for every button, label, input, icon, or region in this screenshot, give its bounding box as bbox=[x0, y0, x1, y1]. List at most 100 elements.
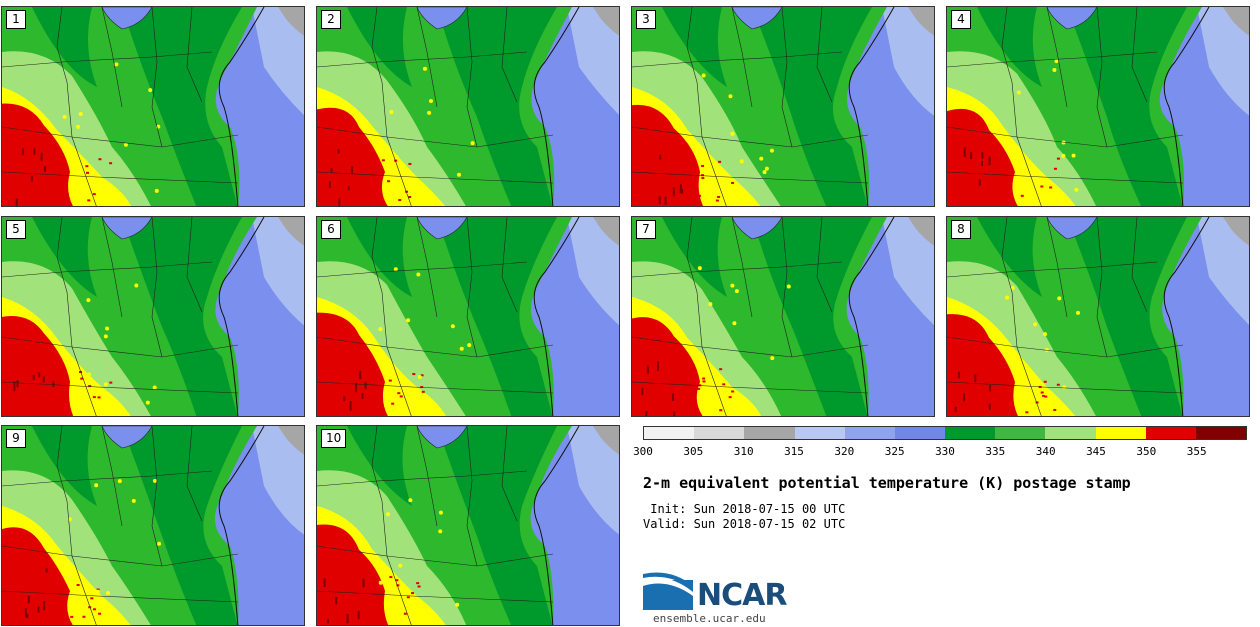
hot-speck bbox=[715, 199, 719, 202]
warm-speck bbox=[154, 188, 159, 193]
ncar-logo-text: NCAR bbox=[697, 578, 787, 613]
map-5 bbox=[2, 217, 304, 416]
hot-speck bbox=[82, 615, 86, 618]
hot-speck bbox=[387, 180, 391, 183]
extreme-cell bbox=[981, 152, 984, 159]
state-boundary bbox=[2, 51, 213, 68]
cool-region bbox=[252, 426, 304, 535]
very-hot-region bbox=[632, 317, 703, 416]
state-boundary bbox=[317, 381, 554, 394]
coastline bbox=[533, 217, 580, 416]
dark-land-west bbox=[347, 426, 412, 506]
state-boundary bbox=[731, 217, 753, 318]
warm-speck bbox=[732, 321, 737, 326]
warm-speck bbox=[152, 385, 157, 390]
coastline bbox=[218, 217, 265, 416]
warm-speck bbox=[770, 356, 775, 361]
warm-speck bbox=[427, 110, 432, 115]
very-hot-region bbox=[317, 107, 388, 206]
state-boundary bbox=[731, 7, 753, 108]
stamp-label-3: 3 bbox=[636, 10, 656, 29]
hot-speck bbox=[997, 190, 1001, 193]
tick-label-335: 335 bbox=[985, 445, 1006, 458]
hot-speck bbox=[731, 181, 735, 184]
hot-speck bbox=[98, 612, 102, 615]
stamp-label-4: 4 bbox=[951, 10, 971, 29]
cold-region bbox=[593, 426, 619, 455]
hot-speck bbox=[109, 162, 113, 165]
warm-speck bbox=[1076, 310, 1081, 315]
warm-speck bbox=[762, 170, 767, 175]
hot-speck bbox=[398, 199, 402, 202]
hot-speck bbox=[379, 394, 383, 397]
tick-label-330: 330 bbox=[935, 445, 955, 458]
stamp-label-10: 10 bbox=[321, 429, 347, 448]
hot-speck bbox=[1040, 185, 1044, 188]
hot-speck bbox=[1053, 167, 1057, 170]
hot-speck bbox=[62, 196, 66, 199]
hot-speck bbox=[399, 395, 403, 398]
warm-speck bbox=[408, 498, 413, 503]
stamp-panel-3: 3 bbox=[631, 6, 935, 207]
hot-speck bbox=[406, 596, 410, 599]
hot-speck bbox=[731, 390, 735, 393]
extreme-cell bbox=[33, 148, 36, 155]
extreme-cell bbox=[347, 186, 350, 191]
extreme-cell bbox=[337, 149, 340, 154]
hot-speck bbox=[88, 385, 92, 388]
dark-land-west bbox=[347, 7, 412, 87]
state-boundary bbox=[816, 7, 833, 103]
state-boundary bbox=[2, 126, 239, 148]
warm-speck bbox=[76, 124, 81, 129]
stamp-panel-7: 7 bbox=[631, 216, 935, 417]
hot-speck bbox=[1007, 170, 1011, 173]
extreme-cell bbox=[673, 411, 676, 416]
cold-region bbox=[278, 426, 304, 455]
hot-speck bbox=[86, 171, 90, 174]
stamp-label-6: 6 bbox=[321, 220, 341, 239]
warm-speck bbox=[395, 174, 400, 179]
colorbar-segment-5 bbox=[894, 427, 946, 439]
extreme-cell bbox=[672, 187, 675, 197]
hot-speck bbox=[64, 598, 68, 601]
warm-speck bbox=[145, 400, 150, 405]
colorbar-segment-11 bbox=[1195, 427, 1247, 439]
hot-speck bbox=[700, 174, 704, 177]
map-3 bbox=[632, 7, 934, 206]
warm-speck bbox=[1016, 90, 1021, 95]
hot-speck bbox=[374, 196, 378, 199]
extreme-cell bbox=[13, 381, 16, 392]
plot-title: 2-m equivalent potential temperature (K)… bbox=[643, 474, 1131, 492]
hot-speck bbox=[408, 196, 412, 199]
map-1 bbox=[2, 7, 304, 206]
state-boundary bbox=[416, 217, 438, 318]
state-boundary bbox=[186, 426, 203, 522]
state-boundary bbox=[947, 261, 1158, 278]
coastline bbox=[848, 217, 895, 416]
extreme-cell bbox=[359, 370, 362, 380]
cool-region bbox=[567, 7, 619, 115]
cool-region bbox=[882, 7, 934, 116]
extreme-cell bbox=[44, 166, 47, 173]
stamp-panel-2: 2 bbox=[316, 6, 620, 207]
lake bbox=[416, 217, 468, 240]
dark-land-west bbox=[32, 426, 97, 506]
hot-speck bbox=[718, 160, 722, 163]
state-boundary bbox=[947, 381, 1184, 394]
extreme-cell bbox=[671, 393, 674, 401]
stamp-label-1: 1 bbox=[6, 10, 26, 29]
hot-speck bbox=[717, 195, 721, 198]
warm-speck bbox=[417, 375, 422, 380]
warm-speck bbox=[700, 402, 705, 407]
warm-speck bbox=[1057, 296, 1062, 301]
hot-speck bbox=[1056, 157, 1060, 160]
extreme-cell bbox=[988, 156, 991, 166]
warm-speck bbox=[786, 284, 791, 289]
hot-speck bbox=[1025, 411, 1029, 414]
state-boundary bbox=[317, 171, 554, 184]
warm-speck bbox=[734, 289, 739, 294]
stamp-panel-4: 4 bbox=[946, 6, 1250, 207]
warm-speck bbox=[759, 156, 764, 161]
hot-speck bbox=[373, 397, 377, 400]
warm-speck bbox=[428, 99, 433, 104]
